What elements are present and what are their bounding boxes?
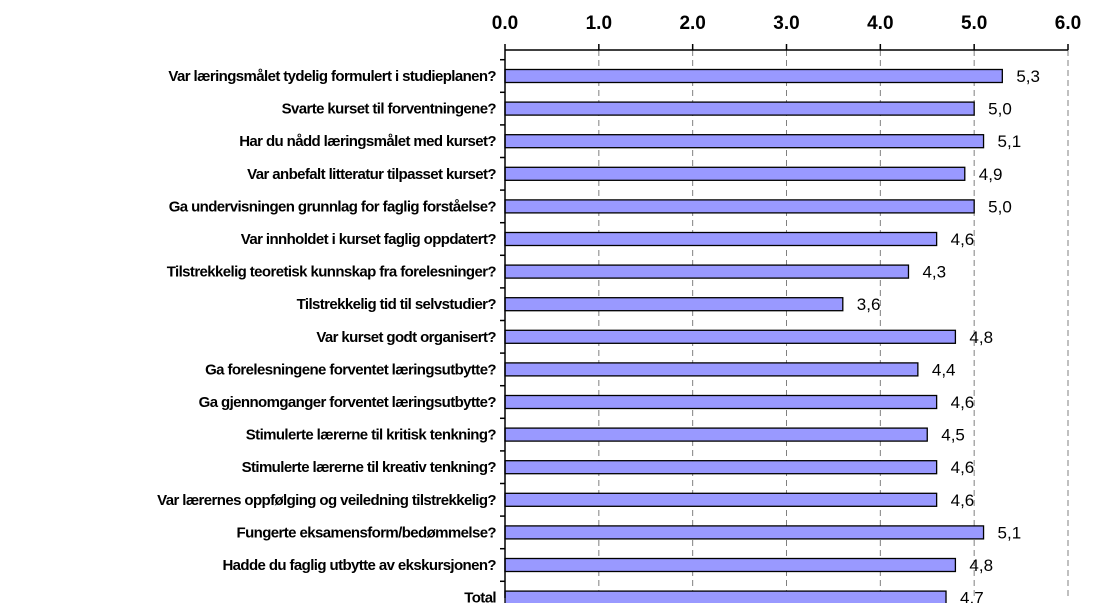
data-label-12: 4,6 (951, 458, 975, 477)
category-label-16: Total (464, 590, 496, 603)
bar-15 (504, 557, 957, 573)
category-label-14: Fungerte eksamensform/bedømmelse? (237, 524, 497, 541)
data-label-1: 5,0 (988, 100, 1012, 119)
bar-11 (504, 427, 928, 442)
bar-1 (504, 101, 975, 116)
bar-13 (504, 492, 938, 507)
x-axis: 0.0 1.0 2.0 3.0 4.0 5.0 6.0 (492, 13, 1081, 598)
data-labels: 5,35,05,14,95,04,64,33,64,84,44,64,54,64… (857, 67, 1040, 603)
category-label-9: Ga forelesningene forventet læringsutbyt… (205, 361, 496, 378)
bar-10 (504, 394, 938, 410)
x-tick-label-4: 4.0 (867, 13, 893, 34)
bar-6 (504, 264, 910, 279)
category-label-1: Svarte kurset til forventningene? (282, 101, 497, 118)
x-tick-label-6: 6.0 (1055, 13, 1081, 34)
data-label-4: 5,0 (988, 197, 1012, 216)
category-label-11: Stimulerte lærerne til kritisk tenkning? (246, 427, 497, 444)
data-label-2: 5,1 (998, 132, 1022, 151)
data-label-14: 5,1 (998, 523, 1022, 542)
data-label-6: 4,3 (922, 263, 946, 282)
data-label-13: 4,6 (951, 491, 975, 510)
bar-14 (504, 525, 985, 540)
bar-12 (504, 460, 938, 475)
data-label-7: 3,6 (857, 295, 881, 314)
bar-5 (504, 231, 938, 247)
category-label-5: Var innholdet i kurset faglig oppdatert? (241, 231, 497, 248)
category-label-12: Stimulerte lærerne til kreativ tenkning? (242, 459, 497, 476)
x-tick-label-3: 3.0 (773, 13, 799, 34)
data-label-0: 5,3 (1016, 67, 1040, 86)
data-label-16: 4,7 (960, 589, 984, 603)
x-tick-label-2: 2.0 (679, 13, 705, 34)
category-label-2: Har du nådd læringsmålet med kurset? (239, 133, 496, 150)
data-label-3: 4,9 (979, 165, 1003, 184)
x-tick-label-5: 5.0 (961, 13, 987, 34)
bar-3 (504, 166, 966, 181)
bars (504, 68, 1003, 603)
category-label-8: Var kurset godt organisert? (316, 329, 496, 346)
category-label-4: Ga undervisningen grunnlag for faglig fo… (169, 198, 497, 215)
data-label-5: 4,6 (951, 230, 975, 249)
data-label-15: 4,8 (969, 556, 993, 575)
category-label-15: Hadde du faglig utbytte av ekskursjonen? (222, 557, 496, 574)
bar-0 (504, 68, 1003, 84)
data-label-9: 4,4 (932, 360, 956, 379)
bar-4 (504, 199, 975, 214)
category-label-10: Ga gjennomganger forventet læringsutbytt… (199, 394, 497, 411)
data-label-10: 4,6 (951, 393, 975, 412)
data-label-11: 4,5 (941, 426, 965, 445)
bar-7 (504, 297, 844, 312)
x-tick-label-0: 0.0 (492, 13, 518, 34)
data-label-8: 4,8 (969, 328, 993, 347)
bar-2 (504, 134, 985, 149)
category-label-7: Tilstrekkelig tid til selvstudier? (297, 296, 497, 313)
x-tick-label-1: 1.0 (586, 13, 612, 34)
category-label-3: Var anbefalt litteratur tilpasset kurset… (247, 166, 496, 183)
category-label-13: Var lærernes oppfølging og veiledning ti… (157, 492, 496, 509)
bar-9 (504, 362, 919, 377)
category-label-6: Tilstrekkelig teoretisk kunnskap fra for… (167, 264, 497, 281)
category-labels: Var læringsmålet tydelig formulert i stu… (157, 68, 497, 603)
bar-8 (504, 329, 957, 344)
category-label-0: Var læringsmålet tydelig formulert i stu… (168, 68, 496, 85)
bar-16 (504, 590, 947, 603)
